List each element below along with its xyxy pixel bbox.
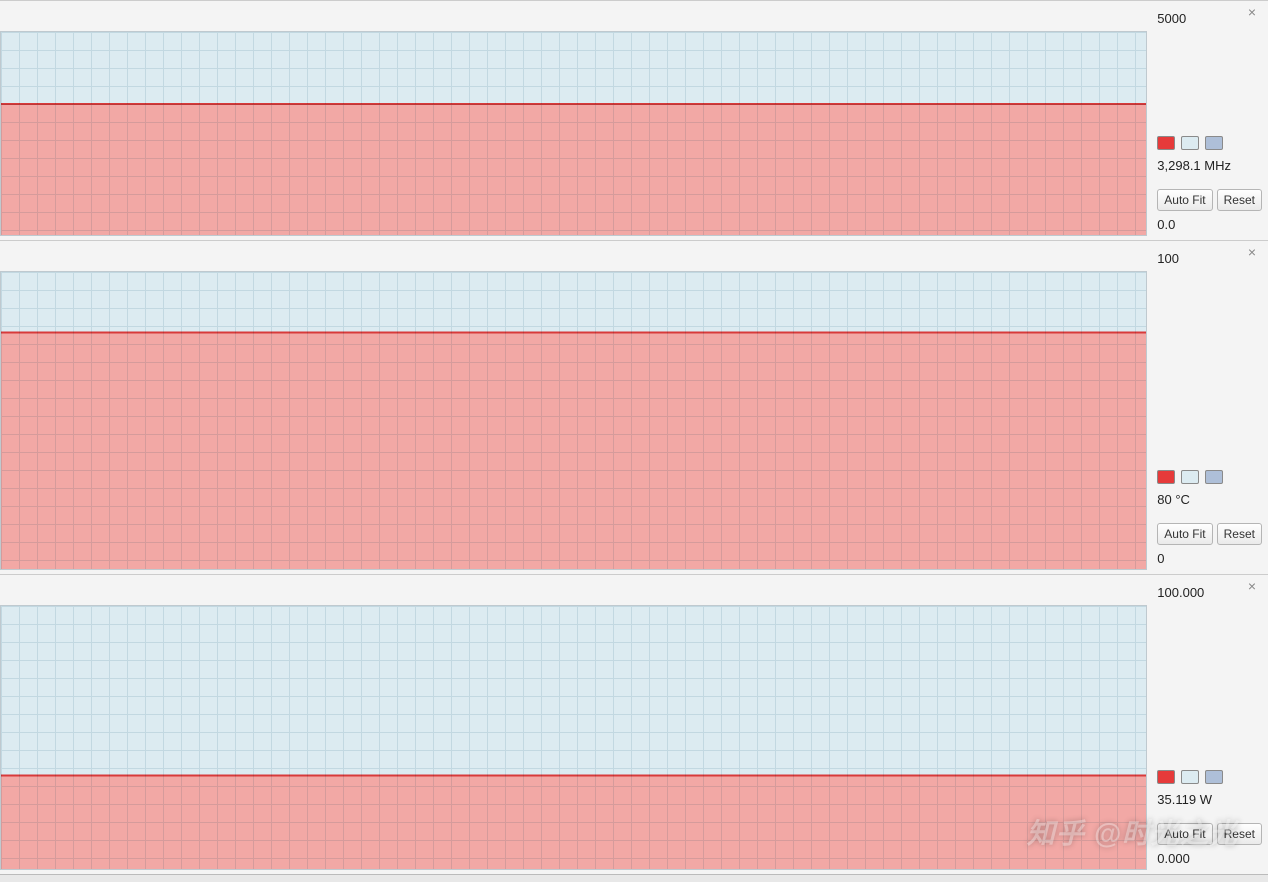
- autofit-button[interactable]: Auto Fit: [1157, 189, 1212, 211]
- legend-swatches: [1157, 136, 1262, 150]
- monitor-panel-power: ×100.00035.119 WAuto FitReset0.000: [0, 574, 1268, 874]
- monitor-panel-clock: ×50003,298.1 MHzAuto FitReset0.0: [0, 0, 1268, 240]
- panel-sidebar-temp: 100 80 °C Auto FitReset 0: [1151, 241, 1268, 574]
- legend-swatches: [1157, 470, 1262, 484]
- chart-area-power: [0, 605, 1147, 870]
- swatch-blue[interactable]: [1205, 136, 1223, 150]
- panel-sidebar-clock: 5000 3,298.1 MHz Auto FitReset 0.0: [1151, 1, 1268, 240]
- monitor-panel-temp: ×10080 °CAuto FitReset0: [0, 240, 1268, 574]
- current-value: 80 °C: [1157, 492, 1262, 507]
- yaxis-min: 0.0: [1157, 217, 1262, 232]
- swatch-blue[interactable]: [1205, 770, 1223, 784]
- panel-sidebar-power: 100.000 35.119 W Auto FitReset 0.000: [1151, 575, 1268, 874]
- yaxis-max: 100.000: [1157, 585, 1262, 600]
- swatch-red[interactable]: [1157, 770, 1175, 784]
- legend-swatches: [1157, 770, 1262, 784]
- reset-button[interactable]: Reset: [1217, 189, 1262, 211]
- swatch-blue[interactable]: [1205, 470, 1223, 484]
- yaxis-min: 0: [1157, 551, 1262, 566]
- current-value: 35.119 W: [1157, 792, 1262, 807]
- reset-button[interactable]: Reset: [1217, 523, 1262, 545]
- swatch-light[interactable]: [1181, 470, 1199, 484]
- chart-area-clock: [0, 31, 1147, 236]
- swatch-red[interactable]: [1157, 470, 1175, 484]
- autofit-button[interactable]: Auto Fit: [1157, 523, 1212, 545]
- swatch-light[interactable]: [1181, 136, 1199, 150]
- autofit-button[interactable]: Auto Fit: [1157, 823, 1212, 845]
- yaxis-max: 100: [1157, 251, 1262, 266]
- yaxis-min: 0.000: [1157, 851, 1262, 866]
- yaxis-max: 5000: [1157, 11, 1262, 26]
- swatch-light[interactable]: [1181, 770, 1199, 784]
- swatch-red[interactable]: [1157, 136, 1175, 150]
- reset-button[interactable]: Reset: [1217, 823, 1262, 845]
- chart-area-temp: [0, 271, 1147, 570]
- current-value: 3,298.1 MHz: [1157, 158, 1262, 173]
